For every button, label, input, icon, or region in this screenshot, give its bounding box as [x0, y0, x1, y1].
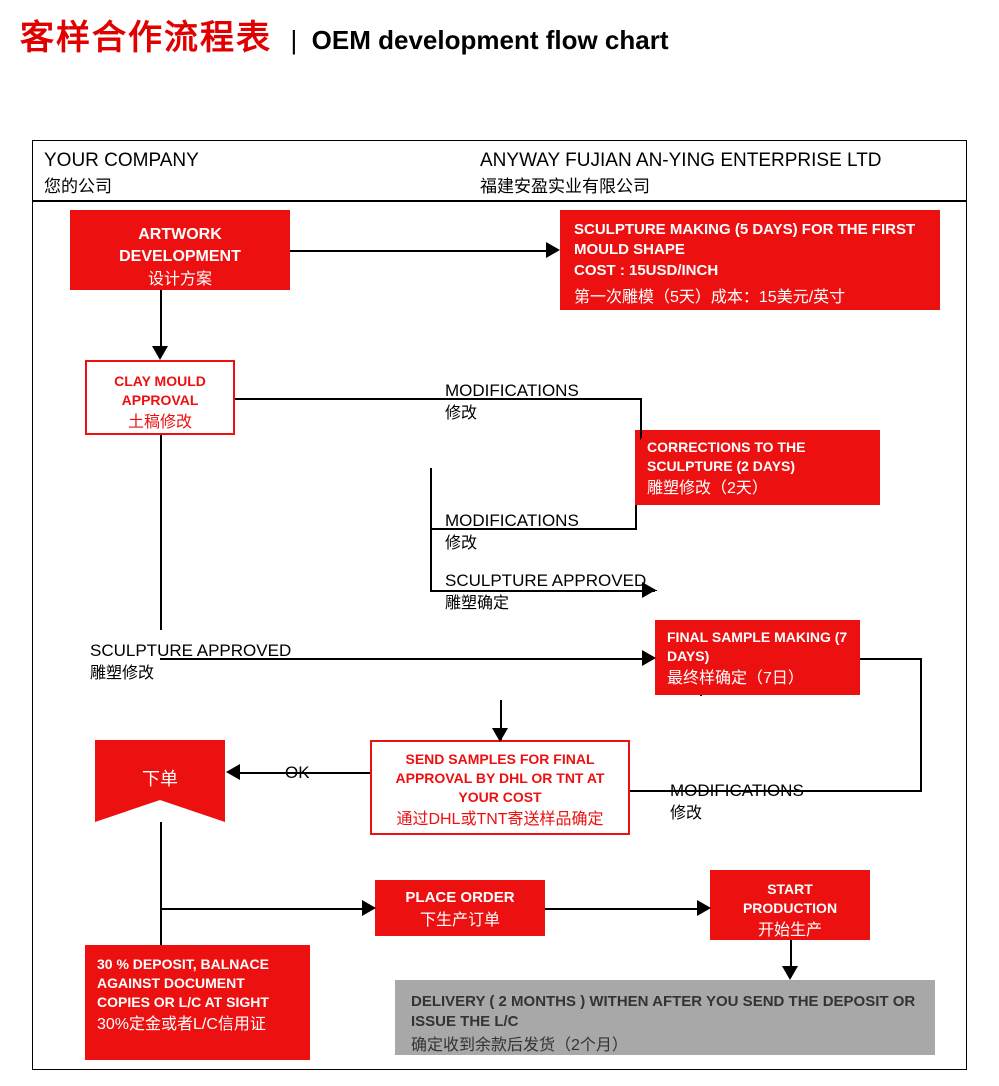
- arrow-icon: [642, 650, 656, 666]
- edge: [640, 430, 642, 431]
- node-start-production-cn: 开始生产: [720, 920, 860, 942]
- node-final-en: FINAL SAMPLE MAKING (7 DAYS): [667, 629, 847, 664]
- flowchart-canvas: 客样合作流程表 | OEM development flow chart YOU…: [0, 0, 999, 1086]
- node-deposit-en: 30 % DEPOSIT, BALNACE AGAINST DOCUMENT C…: [97, 956, 269, 1010]
- node-delivery-en: DELIVERY ( 2 MONTHS ) WITHEN AFTER YOU S…: [411, 993, 915, 1030]
- node-delivery: DELIVERY ( 2 MONTHS ) WITHEN AFTER YOU S…: [395, 980, 935, 1055]
- node-final: FINAL SAMPLE MAKING (7 DAYS) 最终样确定（7日）: [655, 620, 860, 695]
- lbl-mod-2: MODIFICATIONS修改: [445, 510, 579, 555]
- arrow-icon: [492, 728, 508, 742]
- node-deposit: 30 % DEPOSIT, BALNACE AGAINST DOCUMENT C…: [85, 945, 310, 1060]
- edge: [430, 590, 655, 592]
- node-clay-cn: 土稿修改: [97, 412, 223, 434]
- edge: [290, 250, 548, 252]
- node-clay: CLAY MOULD APPROVAL 土稿修改: [85, 360, 235, 435]
- arrow-icon: [546, 242, 560, 258]
- node-order-flag: 下单: [95, 740, 225, 822]
- arrow-icon: [152, 346, 168, 360]
- title-en: OEM development flow chart: [312, 25, 669, 55]
- arrow-icon: [226, 764, 240, 780]
- node-sculpture-cn: 第一次雕模（5天）成本：15美元/英寸: [574, 287, 926, 309]
- edge: [430, 468, 432, 530]
- node-sculpture: SCULPTURE MAKING (5 DAYS) FOR THE FIRST …: [560, 210, 940, 310]
- edge: [920, 658, 922, 790]
- title-sep: |: [290, 25, 297, 55]
- node-deposit-cn: 30%定金或者L/C信用证: [97, 1014, 298, 1036]
- arrow-icon: [642, 582, 656, 598]
- node-send-cn: 通过DHL或TNT寄送样品确定: [382, 809, 618, 831]
- lbl-sapp2: SCULPTURE APPROVED雕塑修改: [90, 640, 291, 685]
- header-right: ANYWAY FUJIAN AN-YING ENTERPRISE LTD 福建安…: [480, 148, 882, 198]
- lbl-mod-3: MODIFICATIONS修改: [670, 780, 804, 825]
- edge: [160, 435, 162, 630]
- header-divider: [32, 200, 967, 202]
- node-corrections: CORRECTIONS TO THE SCULPTURE (2 DAYS) 雕塑…: [635, 430, 880, 505]
- edge: [160, 658, 650, 660]
- edge: [235, 398, 640, 400]
- node-start-production: START PRODUCTION 开始生产: [710, 870, 870, 940]
- edge: [430, 528, 432, 592]
- edge: [160, 908, 162, 945]
- header-right-en: ANYWAY FUJIAN AN-YING ENTERPRISE LTD: [480, 148, 882, 175]
- header-right-cn: 福建安盈实业有限公司: [480, 175, 882, 199]
- edge: [545, 908, 700, 910]
- edge: [640, 438, 641, 440]
- edge: [630, 790, 922, 792]
- edge: [635, 505, 637, 530]
- node-corrections-cn: 雕塑修改（2天）: [647, 478, 868, 500]
- edge: [640, 398, 642, 432]
- arrow-icon: [362, 900, 376, 916]
- node-artwork-cn: 设计方案: [80, 269, 280, 291]
- node-order-flag-cn: 下单: [142, 769, 178, 789]
- node-artwork: ARTWORK DEVELOPMENT 设计方案: [70, 210, 290, 290]
- node-clay-en: CLAY MOULD APPROVAL: [114, 373, 206, 408]
- edge: [700, 695, 702, 696]
- title-cn: 客样合作流程表: [20, 19, 272, 57]
- node-sculpture-en: SCULPTURE MAKING (5 DAYS) FOR THE FIRST …: [574, 220, 926, 281]
- header-left-en: YOUR COMPANY: [44, 148, 199, 175]
- node-corrections-en: CORRECTIONS TO THE SCULPTURE (2 DAYS): [647, 439, 805, 474]
- arrow-icon: [697, 900, 711, 916]
- node-artwork-en: ARTWORK DEVELOPMENT: [119, 226, 241, 265]
- edge: [655, 590, 657, 591]
- lbl-sapp: SCULPTURE APPROVED雕塑确定: [445, 570, 646, 615]
- lbl-mod-1: MODIFICATIONS修改: [445, 380, 579, 425]
- page-title: 客样合作流程表 | OEM development flow chart: [20, 10, 669, 59]
- node-place-order-en: PLACE ORDER: [405, 889, 514, 906]
- edge: [160, 908, 365, 910]
- arrow-icon: [782, 966, 798, 980]
- header-left-cn: 您的公司: [44, 175, 199, 199]
- node-place-order: PLACE ORDER 下生产订单: [375, 880, 545, 936]
- edge: [160, 822, 162, 910]
- header-left: YOUR COMPANY 您的公司: [44, 148, 199, 198]
- edge: [238, 772, 370, 774]
- node-start-production-en: START PRODUCTION: [743, 881, 837, 916]
- edge: [430, 528, 637, 530]
- edge: [860, 658, 920, 660]
- node-place-order-cn: 下生产订单: [385, 910, 535, 932]
- node-delivery-cn: 确定收到余款后发货（2个月）: [411, 1035, 919, 1057]
- node-send-en: SEND SAMPLES FOR FINAL APPROVAL BY DHL O…: [396, 751, 605, 805]
- node-final-cn: 最终样确定（7日）: [667, 668, 848, 690]
- edge: [160, 290, 162, 348]
- node-send: SEND SAMPLES FOR FINAL APPROVAL BY DHL O…: [370, 740, 630, 835]
